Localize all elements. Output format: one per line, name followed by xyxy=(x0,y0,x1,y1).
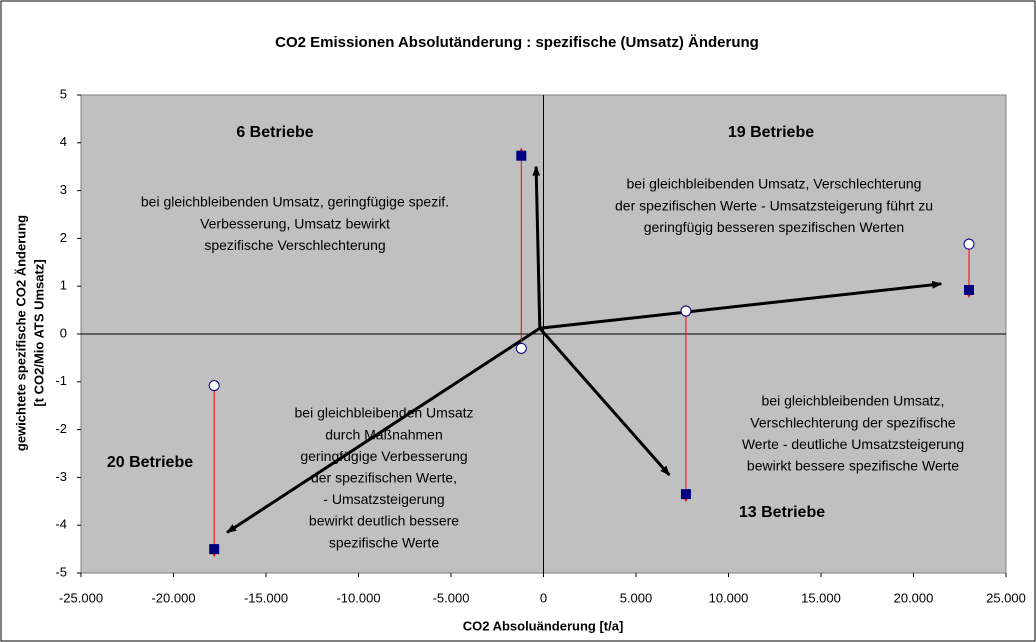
x-tick-label: -25.000 xyxy=(59,590,103,605)
x-tick-label: 5.000 xyxy=(620,590,653,605)
y-tick-label: 2 xyxy=(60,230,67,245)
vector-arrow xyxy=(226,327,541,534)
annotation: geringfügig besseren spezifischen Werten xyxy=(644,219,904,235)
chart-title: CO2 Emissionen Absolutänderung : spezifi… xyxy=(275,34,759,51)
annotation: bewirkt bessere spezifische Werte xyxy=(747,458,959,474)
annotation: 20 Betriebe xyxy=(107,454,193,471)
annotation: der spezifischen Werte, xyxy=(311,470,457,486)
annotation: spezifische Verschlechterung xyxy=(204,237,385,253)
x-tick-label: 20.000 xyxy=(894,590,934,605)
annotation: bei gleichbleibenden Umsatz, geringfügig… xyxy=(141,194,449,210)
point xyxy=(964,285,974,296)
point xyxy=(963,238,975,250)
point xyxy=(516,150,527,161)
annotation: bei gleichbleibenden Umsatz xyxy=(295,405,474,421)
annotation: Werte - deutliche Umsatzsteigerung xyxy=(742,436,964,452)
y-tick-label: -5 xyxy=(55,564,67,579)
annotation: 13 Betriebe xyxy=(739,504,825,521)
y-tick-label: 1 xyxy=(60,278,67,293)
annotation: bei gleichbleibenden Umsatz, Verschlecht… xyxy=(627,176,922,192)
x-tick-label: -5.000 xyxy=(433,590,470,605)
y-tick-label: 3 xyxy=(60,182,67,197)
annotation: - Umsatzsteigerung xyxy=(323,491,444,507)
point xyxy=(680,305,692,317)
annotation: 6 Betriebe xyxy=(236,124,313,141)
point xyxy=(680,489,691,500)
annotation: 19 Betriebe xyxy=(728,124,814,141)
annotation: der spezifischen Werte - Umsatzsteigerun… xyxy=(615,197,933,213)
x-tick-label: 25.000 xyxy=(986,590,1026,605)
vector-arrow xyxy=(539,280,943,330)
annotation: geringfügige Verbesserung xyxy=(300,448,467,464)
x-tick-label: -15.000 xyxy=(244,590,288,605)
y-axis-label: gewichtete spezifische CO2 Änderung xyxy=(13,215,28,451)
y-tick-label: -2 xyxy=(55,421,67,436)
x-tick-label: -20.000 xyxy=(151,590,195,605)
y-tick-label: -3 xyxy=(55,469,67,484)
annotation: spezifische Werte xyxy=(329,534,439,550)
annotation: Verschlechterung der spezifische xyxy=(750,414,956,430)
vector-arrow xyxy=(532,165,542,329)
point xyxy=(208,380,220,392)
y-tick-label: -4 xyxy=(55,517,67,532)
annotation: durch Maßnahmen xyxy=(325,426,443,442)
x-tick-label: 10.000 xyxy=(709,590,749,605)
annotation: bei gleichbleibenden Umsatz, xyxy=(762,393,945,409)
point xyxy=(209,544,220,555)
y-axis-label: [t CO2/Mio ATS Umsatz] xyxy=(31,259,46,406)
x-tick-label: 15.000 xyxy=(801,590,841,605)
x-axis-label: CO2 Absoluänderung [t/a] xyxy=(463,618,624,633)
x-tick-label: -10.000 xyxy=(336,590,380,605)
y-tick-label: 4 xyxy=(60,134,67,149)
annotation: Verbesserung, Umsatz bewirkt xyxy=(200,215,390,231)
annotation: bewirkt deutlich bessere xyxy=(309,513,459,529)
y-tick-label: 5 xyxy=(60,86,67,101)
y-tick-label: 0 xyxy=(60,325,67,340)
y-tick-label: -1 xyxy=(55,373,67,388)
x-tick-label: 0 xyxy=(540,590,547,605)
vector-arrow xyxy=(538,327,671,477)
point xyxy=(515,342,527,354)
